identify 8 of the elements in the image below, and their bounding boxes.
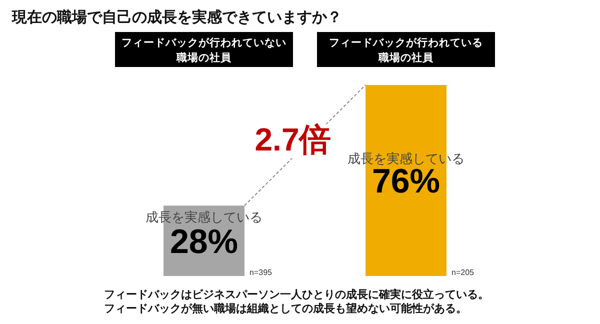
annotation: フィードバックはビジネスパーソン一人ひとりの成長に確実に役立っている。 [104,289,489,301]
annotation: 2.7倍 [254,121,332,158]
annotation: n=395 [250,268,272,277]
x-tick-label: フィードバックが行われている職場の社員 [329,36,483,64]
annotation: n=205 [452,268,474,277]
annotation: フィードバックが無い職場は組織としての成長も望めない可能性がある。 [104,303,467,315]
title: 現在の職場で自己の成長を実感できていますか？ [12,9,342,26]
x-tick-label: フィードバックが行われていない職場の社員 [122,36,286,64]
